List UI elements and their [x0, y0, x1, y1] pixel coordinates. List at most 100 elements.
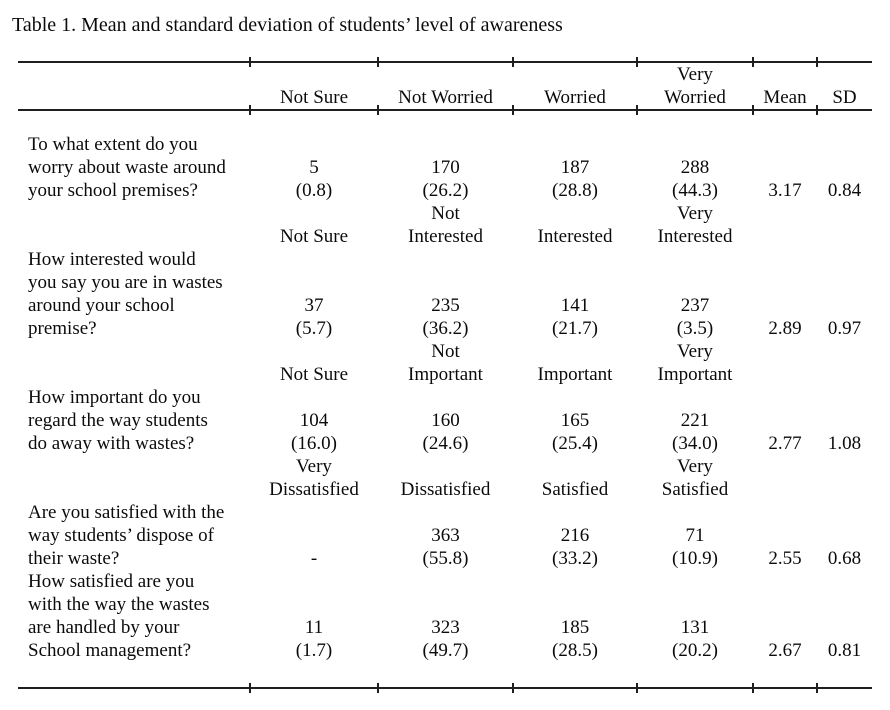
table-row-question-3: How important do you regard the way stud…: [18, 386, 872, 455]
col-header-not-sure: Not Sure: [250, 63, 378, 109]
scale-header-row-2: Not Sure Not Important Important Very Im…: [18, 340, 872, 386]
question-line: around your school: [28, 295, 175, 316]
table-rule-bottom: [18, 683, 872, 693]
question-line: do away with wastes?: [28, 433, 195, 454]
col-header-mean: Mean: [753, 63, 817, 109]
count-value: 11: [304, 617, 324, 638]
sd-value: 0.84: [827, 180, 862, 201]
question-line: premise?: [28, 318, 97, 339]
count-percent-cell: 71 (10.9): [637, 501, 753, 570]
question-line: are handled by your: [28, 617, 180, 638]
column-divider-tick: [752, 57, 754, 67]
percent-value: (20.2): [672, 640, 718, 661]
mean-cell: 3.17: [753, 111, 817, 202]
table-row-question-5: How satisfied are you with the way the w…: [18, 570, 872, 662]
scale-empty-cell: [753, 340, 817, 386]
count-value: 37: [304, 295, 324, 316]
percent-value: (36.2): [422, 318, 469, 339]
scale-label-cell: Interested: [513, 202, 637, 248]
count-percent-cell: 187 (28.8): [513, 111, 637, 202]
scale-label-line: Dissatisfied: [269, 479, 359, 500]
scale-label-line: Very: [296, 456, 332, 477]
percent-value: (3.5): [676, 318, 714, 339]
scale-label-line: Not: [431, 341, 460, 362]
scale-label-line: Not: [431, 203, 460, 224]
table-bottom-spacer: [18, 662, 872, 687]
count-value: 187: [560, 157, 590, 178]
col-header-label: Very: [677, 64, 713, 85]
count-percent-cell: 37 (5.7): [250, 248, 378, 340]
table-row-question-4: Are you satisfied with the way students’…: [18, 501, 872, 570]
col-header-very-worried: Very Worried: [637, 63, 753, 109]
question-line: regard the way students: [28, 410, 208, 431]
table-rule-header: [18, 105, 872, 115]
percent-value: (55.8): [422, 548, 469, 569]
count-percent-cell: 160 (24.6): [378, 386, 513, 455]
scale-empty-cell: [18, 455, 250, 501]
scale-empty-cell: [753, 455, 817, 501]
col-header-label: Not Worried: [398, 87, 493, 108]
column-divider-tick: [512, 105, 514, 115]
count-value: 131: [680, 617, 710, 638]
count-percent-cell: 170 (26.2): [378, 111, 513, 202]
column-divider-tick: [752, 683, 754, 693]
count-percent-cell: 235 (36.2): [378, 248, 513, 340]
percent-value: (0.8): [295, 180, 333, 201]
sd-cell: 0.68: [817, 501, 872, 570]
col-header-label: Worried: [544, 87, 606, 108]
count-value: 288: [680, 157, 710, 178]
count-value: 221: [680, 410, 710, 431]
column-divider-tick: [249, 683, 251, 693]
column-divider-tick: [816, 683, 818, 693]
col-header-label: Not Sure: [279, 87, 349, 108]
scale-label-line: Very: [677, 456, 713, 477]
percent-value: (28.8): [552, 180, 598, 201]
question-line: with the way the wastes: [28, 594, 210, 615]
column-divider-tick: [636, 105, 638, 115]
column-divider-tick: [377, 105, 379, 115]
count-value: 104: [299, 410, 329, 431]
count-value: 216: [560, 525, 590, 546]
scale-header-row-1: Not Sure Not Interested Interested Very …: [18, 202, 872, 248]
column-divider-tick: [636, 683, 638, 693]
scale-label-cell: Dissatisfied: [378, 455, 513, 501]
sd-value: 0.97: [827, 318, 862, 339]
count-value: 363: [431, 525, 460, 546]
count-percent-cell: 5 (0.8): [250, 111, 378, 202]
scale-empty-cell: [753, 202, 817, 248]
scale-label-line: Very: [677, 203, 713, 224]
scale-header-row-3: Very Dissatisfied Dissatisfied Satisfied…: [18, 455, 872, 501]
scale-empty-cell: [817, 340, 872, 386]
scale-label-cell: Satisfied: [513, 455, 637, 501]
percent-value: (5.7): [295, 318, 333, 339]
count-percent-cell: 11 (1.7): [250, 570, 378, 662]
mean-value: 3.17: [768, 180, 802, 201]
percent-value: (33.2): [552, 548, 598, 569]
count-percent-cell: 141 (21.7): [513, 248, 637, 340]
col-header-worried: Worried: [513, 63, 637, 109]
column-divider-tick: [636, 57, 638, 67]
col-header-label: SD: [832, 87, 857, 108]
mean-cell: 2.67: [753, 570, 817, 662]
scale-empty-cell: [18, 202, 250, 248]
count-value: 237: [680, 295, 710, 316]
column-divider-tick: [377, 683, 379, 693]
column-divider-tick: [249, 57, 251, 67]
count-value: 185: [560, 617, 590, 638]
table-rule-top: [18, 57, 872, 67]
question-line: How important do you: [28, 387, 201, 408]
scale-label-cell: Very Important: [637, 340, 753, 386]
percent-value: (26.2): [422, 180, 469, 201]
percent-value: (1.7): [295, 640, 333, 661]
question-line: way students’ dispose of: [28, 525, 214, 546]
scale-label-cell: Not Sure: [250, 340, 378, 386]
question-cell: How satisfied are you with the way the w…: [18, 570, 250, 662]
scale-label-line: Important: [537, 364, 613, 385]
scale-label-line: Interested: [408, 226, 483, 247]
table-caption: Table 1. Mean and standard deviation of …: [12, 14, 563, 36]
scale-label-line: Not Sure: [279, 364, 349, 385]
count-percent-cell: 216 (33.2): [513, 501, 637, 570]
question-line: How satisfied are you: [28, 571, 195, 592]
question-line: How interested would: [28, 249, 196, 270]
col-header-not-worried: Not Worried: [378, 63, 513, 109]
